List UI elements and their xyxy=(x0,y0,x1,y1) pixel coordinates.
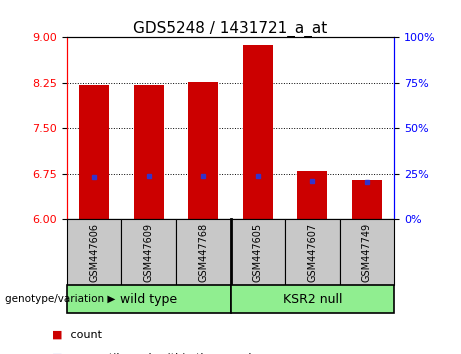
Text: GSM447605: GSM447605 xyxy=(253,223,263,282)
Bar xyxy=(188,81,218,219)
Bar xyxy=(67,219,121,285)
Text: ■: ■ xyxy=(52,353,62,354)
Bar xyxy=(134,85,164,219)
Text: KSR2 null: KSR2 null xyxy=(283,293,342,306)
Text: percentile rank within the sample: percentile rank within the sample xyxy=(67,353,258,354)
Bar xyxy=(176,219,230,285)
Bar xyxy=(243,45,273,219)
Bar xyxy=(230,219,285,285)
Text: GSM447768: GSM447768 xyxy=(198,223,208,282)
Text: count: count xyxy=(67,330,102,339)
Bar xyxy=(297,171,327,219)
Text: GSM447609: GSM447609 xyxy=(144,223,154,282)
Title: GDS5248 / 1431721_a_at: GDS5248 / 1431721_a_at xyxy=(133,21,328,37)
Text: GSM447607: GSM447607 xyxy=(307,223,317,282)
Text: GSM447749: GSM447749 xyxy=(362,223,372,282)
Text: genotype/variation ▶: genotype/variation ▶ xyxy=(5,294,115,304)
Text: ■: ■ xyxy=(52,330,62,339)
Text: wild type: wild type xyxy=(120,293,177,306)
Bar xyxy=(230,285,394,313)
Bar xyxy=(121,219,176,285)
Bar xyxy=(352,180,382,219)
Bar xyxy=(79,85,109,219)
Bar xyxy=(285,219,340,285)
Bar xyxy=(340,219,394,285)
Bar xyxy=(67,285,230,313)
Text: GSM447606: GSM447606 xyxy=(89,223,99,282)
